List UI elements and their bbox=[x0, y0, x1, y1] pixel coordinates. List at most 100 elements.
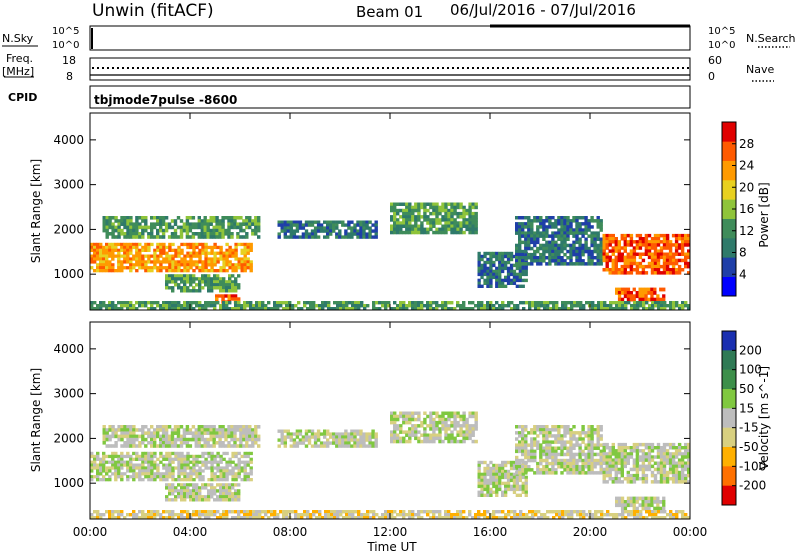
echo-cell bbox=[150, 260, 154, 264]
echo-cell bbox=[132, 513, 136, 517]
echo-cell bbox=[644, 455, 649, 459]
echo-cell bbox=[135, 457, 139, 461]
echo-cell bbox=[186, 307, 190, 311]
echo-cell bbox=[300, 516, 304, 520]
echo-cell bbox=[483, 493, 487, 497]
echo-cell bbox=[596, 237, 600, 241]
echo-region bbox=[615, 496, 666, 511]
echo-cell bbox=[540, 301, 544, 305]
echo-cell bbox=[180, 304, 184, 308]
echo-cell bbox=[219, 286, 223, 290]
echo-cell bbox=[668, 252, 673, 256]
echo-cell bbox=[521, 472, 525, 477]
echo-cell bbox=[138, 216, 142, 220]
echo-cell bbox=[102, 219, 106, 223]
echo-cell bbox=[656, 297, 660, 302]
echo-cell bbox=[186, 286, 190, 290]
echo-cell bbox=[126, 469, 130, 473]
echo-cell bbox=[587, 440, 591, 444]
echo-cell bbox=[596, 234, 600, 238]
echo-cell bbox=[486, 278, 490, 283]
echo-cell bbox=[587, 449, 591, 454]
echo-cell bbox=[231, 454, 235, 459]
echo-cell bbox=[632, 297, 636, 302]
echo-cell bbox=[156, 222, 160, 226]
echo-cell bbox=[292, 441, 297, 445]
echo-cell bbox=[210, 483, 214, 487]
echo-cell bbox=[405, 307, 409, 311]
echo-cell bbox=[647, 464, 652, 469]
echo-cell bbox=[518, 222, 522, 226]
echo-cell bbox=[291, 304, 295, 308]
echo-cell bbox=[536, 428, 540, 432]
echo-cell bbox=[183, 263, 187, 267]
echo-cell bbox=[221, 434, 225, 439]
echo-cell bbox=[186, 454, 190, 459]
echo-cell bbox=[548, 216, 552, 220]
echo-cell bbox=[338, 229, 342, 233]
echo-cell bbox=[617, 249, 621, 253]
echo-cell bbox=[204, 466, 208, 470]
echo-cell bbox=[111, 431, 115, 435]
echo-cell bbox=[444, 211, 448, 216]
echo-cell bbox=[557, 428, 561, 432]
echo-cell bbox=[486, 493, 490, 497]
echo-cell bbox=[123, 216, 127, 220]
echo-cell bbox=[310, 220, 315, 224]
echo-cell bbox=[659, 477, 664, 481]
echo-cell bbox=[156, 510, 160, 514]
echo-cell bbox=[99, 516, 103, 520]
echo-cell bbox=[438, 227, 442, 232]
echo-cell bbox=[171, 289, 175, 293]
echo-cell bbox=[138, 232, 142, 236]
echo-cell bbox=[498, 481, 502, 486]
echo-cell bbox=[578, 465, 582, 469]
echo-cell bbox=[240, 263, 244, 267]
echo-cell bbox=[659, 252, 664, 256]
echo-cell bbox=[527, 225, 531, 229]
echo-cell bbox=[587, 219, 591, 223]
echo-cell bbox=[393, 427, 397, 431]
echo-cell bbox=[521, 262, 525, 266]
echo-cell bbox=[599, 471, 603, 475]
echo-cell bbox=[524, 465, 528, 469]
echo-cell bbox=[552, 301, 556, 305]
echo-cell bbox=[599, 468, 603, 472]
echo-cell bbox=[390, 420, 394, 425]
echo-cell bbox=[644, 294, 648, 299]
echo-cell bbox=[653, 237, 658, 241]
echo-cell bbox=[132, 451, 136, 456]
echo-cell bbox=[600, 307, 604, 311]
echo-cell bbox=[105, 460, 109, 464]
echo-cell bbox=[665, 237, 670, 241]
echo-cell bbox=[156, 444, 160, 448]
echo-cell bbox=[167, 425, 172, 429]
echo-cell bbox=[117, 254, 121, 258]
echo-cell bbox=[219, 483, 223, 487]
echo-cell bbox=[687, 271, 691, 275]
echo-cell bbox=[177, 301, 181, 305]
echo-cell bbox=[335, 226, 339, 230]
echo-cell bbox=[105, 222, 109, 226]
echo-cell bbox=[120, 301, 124, 305]
echo-cell bbox=[360, 513, 364, 517]
echo-cell bbox=[371, 223, 375, 227]
echo-cell bbox=[171, 472, 175, 476]
echo-cell bbox=[411, 430, 415, 434]
echo-cell bbox=[486, 269, 490, 274]
echo-cell bbox=[189, 492, 193, 496]
echo-cell bbox=[156, 242, 160, 247]
echo-cell bbox=[566, 216, 570, 220]
echo-cell bbox=[292, 438, 297, 442]
echo-cell bbox=[225, 242, 229, 247]
echo-cell bbox=[533, 431, 537, 435]
echo-cell bbox=[289, 226, 293, 230]
echo-cell bbox=[524, 272, 528, 277]
echo-cell bbox=[162, 301, 166, 305]
echo-cell bbox=[176, 225, 181, 230]
echo-cell bbox=[411, 513, 415, 517]
echo-cell bbox=[285, 301, 289, 305]
echo-cell bbox=[249, 478, 253, 482]
echo-cell bbox=[483, 478, 487, 483]
echo-cell bbox=[240, 478, 244, 482]
